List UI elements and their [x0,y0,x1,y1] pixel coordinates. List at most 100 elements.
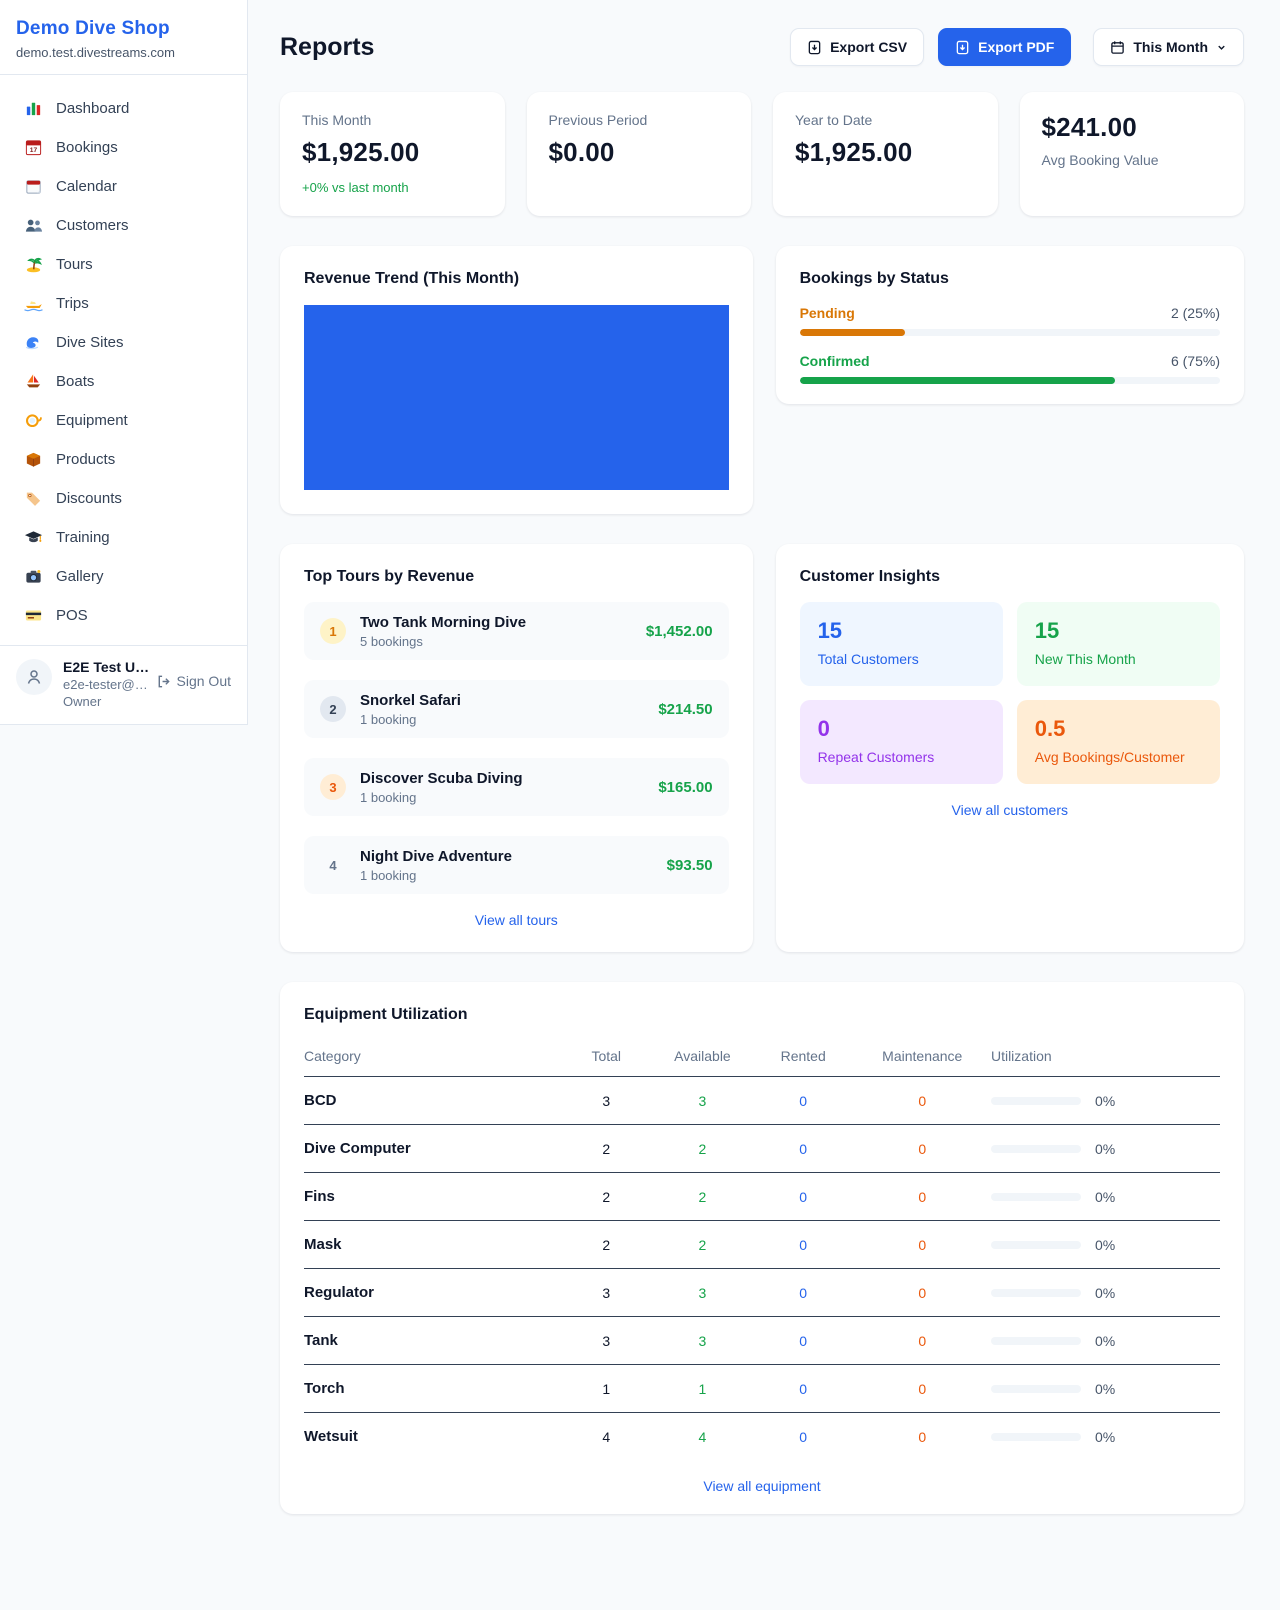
table-row: Tank 3 3 0 0 0% [304,1316,1220,1365]
gallery-camera-icon [24,567,43,586]
brand: Demo Dive Shop demo.test.divestreams.com [0,0,247,74]
cell-utilization: 0% [990,1172,1220,1221]
trips-boat-icon [24,294,43,313]
tour-revenue: $1,452.00 [645,622,713,640]
cell-rented: 0 [752,1268,854,1317]
cell-available: 3 [652,1076,753,1125]
utilization-track [990,1144,1081,1153]
column-header: Rented [752,1040,854,1077]
sidebar-item-label: Equipment [56,412,128,429]
sidebar-item-training[interactable]: Training [0,518,247,557]
insight-tile-repeat-customers: 0 Repeat Customers [799,700,1003,784]
sidebar-item-boats[interactable]: Boats [0,362,247,401]
sidebar-item-label: Boats [56,373,95,390]
file-download-icon [808,40,821,54]
utilization-percent: 0% [1094,1140,1116,1157]
sidebar-item-label: Bookings [56,139,118,156]
sidebar-item-tours[interactable]: Tours [0,245,247,284]
stat-value: $1,925.00 [302,137,420,167]
utilization-track [990,1288,1081,1297]
export-pdf-label: Export PDF [978,39,1055,55]
customer-insights-card: Customer Insights 15 Total Customers 15 … [775,544,1244,952]
stats-row: This Month $1,925.00 +0% vs last month P… [280,92,1244,216]
sidebar-item-calendar[interactable]: Calendar [0,167,247,206]
table-row: BCD 3 3 0 0 0% [304,1076,1220,1125]
sidebar-item-equipment[interactable]: Equipment [0,401,247,440]
sidebar-item-gallery[interactable]: Gallery [0,557,247,596]
cell-total: 2 [560,1220,653,1269]
column-header: Utilization [990,1040,1220,1077]
main-content: Reports Export CSV Export PDF This Month… [248,0,1280,1569]
status-row-pending: Pending 2 (25%) [799,305,1220,336]
page-header: Reports Export CSV Export PDF This Month [280,28,1244,66]
sidebar-item-trips[interactable]: Trips [0,284,247,323]
sidebar: Demo Dive Shop demo.test.divestreams.com… [0,0,248,725]
tour-row: 3 Discover Scuba Diving 1 booking $165.0… [304,758,729,816]
stat-value: $1,925.00 [795,137,913,167]
cell-rented: 0 [799,1428,808,1445]
top-tours-title: Top Tours by Revenue [304,568,475,585]
tour-bookings: 1 booking [360,789,417,805]
status-row-confirmed: Confirmed 6 (75%) [799,353,1220,384]
view-all-equipment-link[interactable]: View all equipment [703,1478,821,1494]
view-all-customers-link[interactable]: View all customers [951,802,1068,818]
brand-domain: demo.test.divestreams.com [16,45,175,60]
sign-out-button[interactable]: Sign Out [156,673,231,689]
utilization-track [990,1432,1081,1441]
cell-total: 2 [560,1172,653,1221]
bookings-calendar-icon: 17 [24,138,43,157]
dashboard-icon [24,99,43,118]
row-revenue-status: Revenue Trend (This Month) Bookings by S… [280,246,1244,514]
cell-utilization: 0% [990,1220,1220,1269]
sidebar-item-pos[interactable]: POS [0,596,247,635]
tile-value: 0.5 [1034,716,1066,741]
sidebar-item-label: Dashboard [56,100,130,117]
tour-row: 2 Snorkel Safari 1 booking $214.50 [304,680,729,738]
tile-label: Total Customers [817,651,919,667]
sidebar-item-label: Customers [56,217,129,234]
equipment-mask-icon [24,411,43,430]
status-progress-fill [799,329,905,336]
export-csv-button[interactable]: Export CSV [790,28,925,66]
sidebar-item-bookings[interactable]: 17 Bookings [0,128,247,167]
customers-icon [24,216,43,235]
person-icon [27,670,41,684]
tour-row: 1 Two Tank Morning Dive 5 bookings $1,45… [304,602,729,660]
brand-name: Demo Dive Shop [16,18,170,39]
utilization-track [990,1096,1081,1105]
user-name: E2E Test U… [63,659,150,675]
period-dropdown[interactable]: This Month [1093,28,1244,66]
sign-out-icon [158,675,170,687]
table-row: Mask 2 2 0 0 0% [304,1220,1220,1269]
tour-name: Snorkel Safari [360,691,461,709]
bookings-by-status-title: Bookings by Status [799,270,949,287]
cell-maintenance: 0 [853,1172,991,1221]
status-count: 6 (75%) [1170,353,1220,369]
cell-utilization: 0% [990,1316,1220,1365]
cell-category: BCD [304,1076,561,1125]
sidebar-item-label: Training [56,529,110,546]
page-title: Reports [280,32,375,61]
tour-bookings: 1 booking [360,867,417,883]
sidebar-item-label: Calendar [56,178,117,195]
view-all-tours-link[interactable]: View all tours [474,912,558,928]
tile-label: New This Month [1034,651,1136,667]
sidebar-item-products[interactable]: Products [0,440,247,479]
sidebar-item-label: Trips [56,295,89,312]
sidebar-item-customers[interactable]: Customers [0,206,247,245]
sidebar-divider [0,74,247,75]
tile-value: 15 [1034,618,1060,643]
cell-utilization: 0% [990,1364,1220,1413]
sidebar-item-discounts[interactable]: Discounts [0,479,247,518]
stat-card-year-to-date: Year to Date $1,925.00 [773,92,998,216]
chevron-down-icon [1218,45,1225,50]
sign-out-label: Sign Out [176,673,231,689]
sidebar-item-dashboard[interactable]: Dashboard [0,89,247,128]
export-pdf-button[interactable]: Export PDF [938,28,1072,66]
sidebar-item-label: Tours [56,256,93,273]
status-progress-track [799,377,1220,384]
stat-value: $0.00 [548,137,615,167]
tour-revenue: $165.00 [658,778,713,796]
sidebar-item-dive-sites[interactable]: Dive Sites [0,323,247,362]
discounts-tag-icon [24,489,43,508]
